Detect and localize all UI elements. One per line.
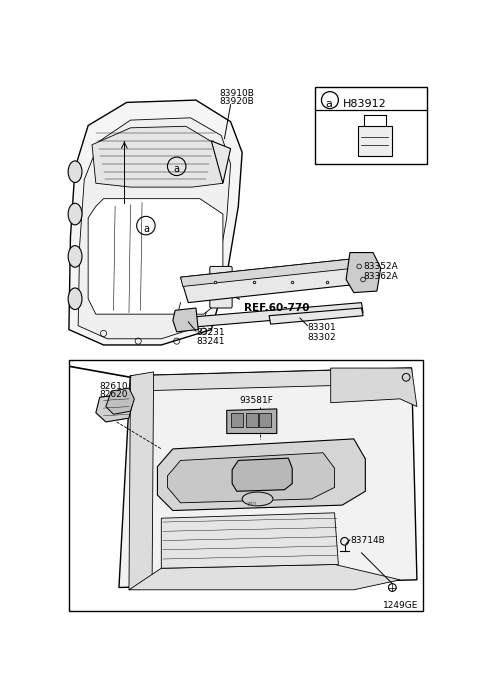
Polygon shape — [129, 372, 154, 590]
Polygon shape — [227, 409, 277, 434]
Text: a: a — [325, 99, 332, 109]
Text: 83301: 83301 — [308, 324, 336, 333]
Polygon shape — [358, 125, 392, 157]
Text: REF.60-770: REF.60-770 — [244, 304, 309, 313]
Polygon shape — [180, 303, 363, 328]
Ellipse shape — [68, 161, 82, 182]
Polygon shape — [211, 141, 230, 183]
Polygon shape — [269, 308, 363, 324]
Polygon shape — [69, 100, 242, 345]
Polygon shape — [129, 564, 400, 590]
Bar — [246, 414, 258, 428]
Text: H83912: H83912 — [343, 99, 387, 109]
Text: a: a — [143, 224, 149, 234]
Bar — [230, 414, 243, 428]
Text: 83910B: 83910B — [219, 89, 254, 98]
Ellipse shape — [242, 492, 273, 506]
Text: 83241: 83241 — [196, 337, 225, 346]
Polygon shape — [119, 368, 417, 588]
Text: 1249GE: 1249GE — [383, 601, 419, 610]
Polygon shape — [129, 368, 411, 391]
Text: 83362A: 83362A — [363, 272, 398, 281]
Polygon shape — [168, 453, 335, 503]
Text: 83352A: 83352A — [363, 262, 398, 271]
Text: 83920B: 83920B — [219, 97, 254, 106]
Polygon shape — [106, 388, 134, 414]
Text: 82610: 82610 — [100, 382, 128, 391]
Text: a: a — [174, 164, 180, 175]
Text: 83231: 83231 — [196, 328, 225, 337]
Polygon shape — [78, 118, 230, 339]
Text: 83714B: 83714B — [350, 536, 384, 545]
Bar — [315, 87, 427, 164]
Polygon shape — [92, 126, 223, 187]
Polygon shape — [331, 368, 417, 407]
Bar — [259, 414, 271, 428]
Polygon shape — [88, 199, 223, 314]
Ellipse shape — [68, 288, 82, 310]
Polygon shape — [161, 513, 338, 568]
Ellipse shape — [68, 245, 82, 267]
Polygon shape — [232, 458, 292, 491]
Ellipse shape — [68, 203, 82, 225]
Polygon shape — [180, 258, 356, 286]
FancyBboxPatch shape — [210, 266, 232, 308]
Polygon shape — [173, 308, 198, 332]
Text: 83302: 83302 — [308, 333, 336, 342]
Polygon shape — [346, 252, 381, 292]
Polygon shape — [157, 439, 365, 511]
Polygon shape — [96, 394, 132, 422]
Polygon shape — [180, 258, 365, 303]
Bar — [69, 360, 423, 611]
Text: eio: eio — [247, 501, 257, 507]
Text: 93581F: 93581F — [240, 396, 274, 405]
Text: 82620: 82620 — [100, 390, 128, 399]
